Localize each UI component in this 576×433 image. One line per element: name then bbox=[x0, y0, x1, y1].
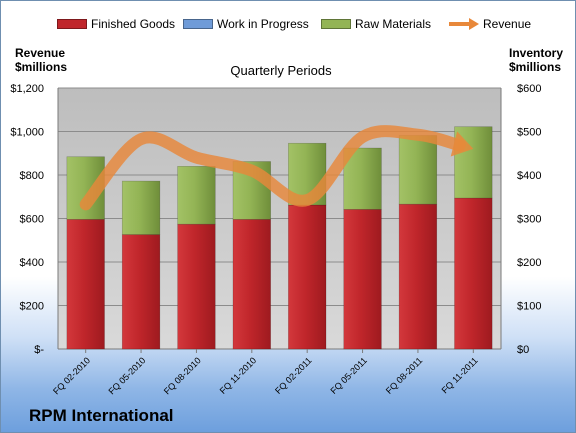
bar-raw-materials bbox=[398, 135, 438, 205]
right-tick-label: $200 bbox=[517, 257, 541, 269]
revenue-line bbox=[79, 125, 466, 211]
x-tick-label: FQ 05-2011 bbox=[328, 355, 369, 396]
right-tick-label: $500 bbox=[517, 127, 541, 139]
bar-raw-materials bbox=[177, 166, 216, 225]
bar-raw-materials bbox=[121, 180, 161, 235]
legend-raw-materials: Raw Materials bbox=[321, 15, 431, 33]
left-tick-label: $1,200 bbox=[10, 83, 44, 95]
left-axis-title: Revenue $millions bbox=[15, 46, 67, 74]
legend-revenue-label: Revenue bbox=[483, 17, 532, 31]
bar-finished-goods bbox=[454, 197, 493, 350]
right-axis-title: Inventory $millions bbox=[509, 46, 563, 74]
plot-title: Quarterly Periods bbox=[230, 63, 332, 78]
left-axis-title-line1: Revenue bbox=[15, 46, 66, 60]
right-tick-label: $100 bbox=[517, 301, 541, 313]
left-axis-title-line2: $millions bbox=[15, 60, 68, 74]
bar-finished-goods bbox=[288, 204, 327, 350]
right-tick-label: $300 bbox=[517, 214, 541, 226]
bar-finished-goods bbox=[177, 223, 216, 350]
legend: Finished Goods Work in Progress Raw Mate… bbox=[1, 15, 575, 33]
right-tick-label: $0 bbox=[517, 344, 529, 356]
legend-revenue: Revenue bbox=[449, 15, 531, 33]
finished-goods-swatch bbox=[57, 19, 87, 29]
raw-materials-swatch bbox=[321, 19, 351, 29]
left-tick-label: $600 bbox=[20, 214, 44, 226]
bar-finished-goods bbox=[66, 219, 105, 350]
x-tick-label: FQ 02-2011 bbox=[273, 355, 314, 396]
legend-finished-goods: Finished Goods bbox=[57, 15, 175, 33]
x-tick-label: FQ 11-2011 bbox=[440, 355, 480, 395]
revenue-arrow-swatch bbox=[449, 18, 479, 30]
right-axis-title-line1: Inventory bbox=[509, 46, 564, 60]
x-tick-label: FQ 05-2010 bbox=[106, 355, 147, 396]
x-tick-label: FQ 02-2010 bbox=[51, 355, 92, 396]
bar-finished-goods bbox=[121, 234, 161, 350]
left-tick-label: $- bbox=[34, 344, 44, 356]
bar-finished-goods bbox=[343, 209, 382, 350]
right-axis-title-line2: $millions bbox=[509, 60, 562, 74]
legend-raw-materials-label: Raw Materials bbox=[355, 17, 432, 31]
bar-finished-goods bbox=[398, 203, 438, 350]
right-tick-label: $400 bbox=[517, 170, 541, 182]
legend-work-in-progress: Work in Progress bbox=[183, 15, 309, 33]
revenue-arrowhead bbox=[450, 131, 474, 157]
work-in-progress-swatch bbox=[183, 19, 213, 29]
x-tick-label: FQ 08-2011 bbox=[384, 355, 425, 396]
legend-finished-goods-label: Finished Goods bbox=[91, 17, 176, 31]
left-tick-label: $400 bbox=[20, 257, 44, 269]
x-tick-label: FQ 11-2010 bbox=[218, 355, 259, 396]
left-tick-label: $1,000 bbox=[10, 127, 44, 139]
left-tick-label: $800 bbox=[20, 170, 44, 182]
right-tick-label: $600 bbox=[517, 83, 541, 95]
legend-work-in-progress-label: Work in Progress bbox=[217, 17, 309, 31]
company-name: RPM International bbox=[29, 406, 174, 425]
left-tick-label: $200 bbox=[20, 301, 44, 313]
x-tick-label: FQ 08-2010 bbox=[162, 355, 203, 396]
bar-finished-goods bbox=[232, 219, 271, 350]
